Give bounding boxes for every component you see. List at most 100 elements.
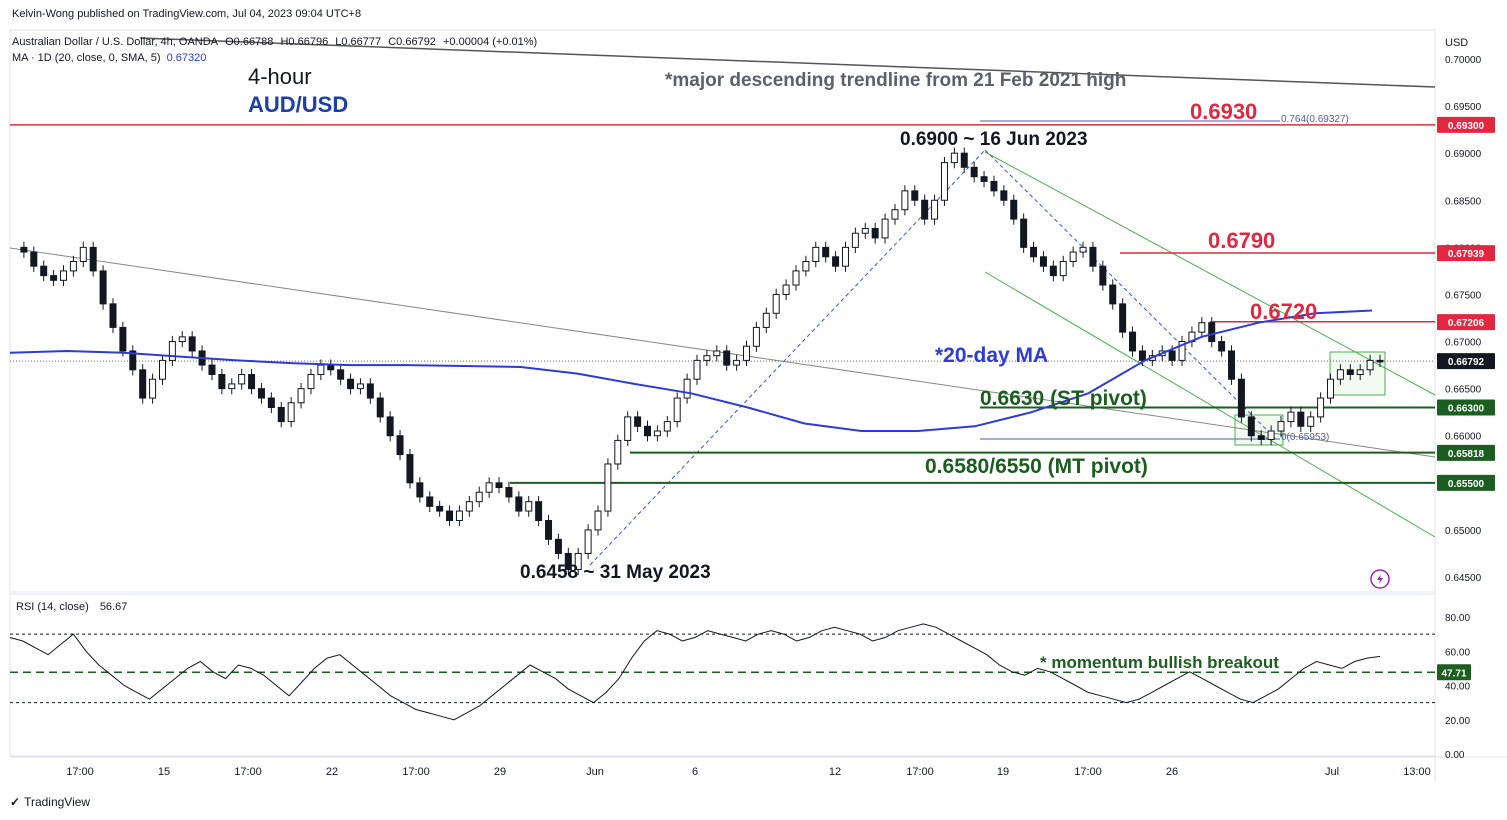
candle-body — [980, 176, 988, 182]
rsi-badge-label: 47.71 — [1441, 668, 1466, 679]
candle-body — [782, 284, 790, 295]
time-tick-label: 29 — [494, 766, 506, 778]
price-tick-label: 0.69000 — [1445, 149, 1482, 160]
publisher-header: Kelvin-Wong published on TradingView.com… — [12, 8, 362, 20]
candle-body — [1000, 190, 1008, 201]
candle-body — [1237, 378, 1245, 418]
ma-layer — [9, 309, 1373, 432]
candle-body — [644, 425, 652, 437]
price-tick-label: 0.67000 — [1445, 338, 1482, 349]
price-badge — [1437, 116, 1495, 133]
candle-body — [792, 270, 800, 286]
rsi-badge — [1437, 664, 1471, 681]
candle-body — [50, 275, 58, 281]
rsi-pane[interactable] — [9, 593, 1436, 757]
instrument-label[interactable]: Australian Dollar / U.S. Dollar, 4h, OAN… — [12, 36, 219, 48]
consolidation-box-low — [1234, 414, 1284, 446]
candle-body — [79, 246, 87, 262]
rsi-tick-label: 80.00 — [1445, 613, 1470, 624]
candle-body — [535, 501, 543, 521]
price-badge — [1437, 314, 1495, 331]
price-badge — [1437, 474, 1495, 491]
rsi-tick-label: 60.00 — [1445, 647, 1470, 658]
close-value: C0.66792 — [388, 36, 436, 48]
candle-body — [1228, 350, 1236, 380]
time-tick-label: 17:00 — [234, 766, 262, 778]
time-tick-label: 26 — [1166, 766, 1178, 778]
fib-764-label: 0.764(0.69327) — [1281, 114, 1349, 125]
price-tick-label: 0.69500 — [1445, 102, 1482, 113]
time-tick-label: 19 — [997, 766, 1009, 778]
candle-body — [634, 416, 642, 427]
price-badge — [1437, 444, 1495, 461]
candle-body — [871, 228, 879, 239]
price-tick-label: 0.70000 — [1445, 55, 1482, 66]
candle-body — [564, 552, 572, 570]
candle-body — [772, 293, 780, 314]
price-tick-label: 0.66000 — [1445, 432, 1482, 443]
rsi-tick-label: 20.00 — [1445, 716, 1470, 727]
candle-body — [356, 383, 364, 390]
candle-body — [683, 378, 691, 399]
price-badge-label: 0.67939 — [1448, 249, 1485, 260]
candle-body — [841, 246, 849, 267]
candle-body — [1257, 435, 1265, 440]
price-badge — [1437, 399, 1495, 416]
price-pane[interactable] — [9, 29, 1436, 593]
candle-body — [1010, 199, 1018, 220]
time-tick-label: 17:00 — [1074, 766, 1102, 778]
candle-body — [188, 336, 196, 352]
time-tick-label: 22 — [326, 766, 338, 778]
candle-body — [1119, 303, 1127, 333]
candle-body — [1198, 322, 1206, 333]
candle-body — [713, 350, 721, 357]
candle-body — [950, 152, 958, 164]
price-badge-label: 0.67206 — [1448, 318, 1485, 329]
candle-body — [594, 510, 602, 531]
candle-body — [990, 180, 998, 192]
candle-body — [446, 510, 454, 521]
candle-body — [1366, 359, 1374, 371]
candle-body — [1297, 411, 1305, 427]
time-tick-label: Jul — [1325, 766, 1339, 778]
candle-body — [1030, 246, 1038, 258]
pair-title: AUD/USD — [248, 92, 349, 117]
candle-body — [495, 482, 503, 489]
candle-body — [396, 435, 404, 456]
candle-body — [624, 416, 632, 441]
resistance-0930-label: 0.6930 — [1190, 99, 1258, 124]
ma-note: *20-day MA — [935, 344, 1049, 367]
rsi-layer — [9, 623, 1435, 721]
candle-body — [693, 359, 701, 380]
candle-body — [515, 496, 523, 512]
candle-body — [703, 355, 711, 361]
candle-body — [822, 246, 830, 258]
ma-legend[interactable]: MA · 1D (20, close, 0, SMA, 5) 0.67320 — [12, 52, 206, 64]
price-badge-label: 0.65818 — [1448, 449, 1485, 460]
candle-body — [20, 246, 28, 253]
brand-name: TradingView — [24, 795, 91, 809]
time-tick-label: 17:00 — [66, 766, 94, 778]
open-value: O0.66788 — [225, 36, 274, 48]
price-tick-label: 0.67500 — [1445, 290, 1482, 301]
lightning-icon[interactable] — [1370, 569, 1390, 589]
candle-body — [366, 383, 374, 399]
candle-body — [1129, 331, 1137, 352]
candle-body — [426, 496, 434, 507]
candle-body — [960, 152, 968, 168]
candle-body — [1069, 251, 1077, 262]
candle-body — [1317, 397, 1325, 418]
rsi-legend[interactable]: RSI (14, close) 56.67 — [16, 601, 127, 613]
candle-body — [762, 312, 770, 328]
candle-body — [89, 246, 97, 272]
candle-body — [257, 388, 265, 399]
mt-pivot-label: 0.6580/6550 (MT pivot) — [925, 455, 1148, 478]
candle-body — [149, 378, 157, 399]
candle-body — [970, 166, 978, 178]
time-tick-label: 15 — [158, 766, 170, 778]
candle-body — [1287, 411, 1295, 423]
candle-body — [317, 364, 325, 376]
footer-brand[interactable]: ✓ TradingView — [10, 795, 90, 809]
candle-body — [742, 345, 750, 361]
